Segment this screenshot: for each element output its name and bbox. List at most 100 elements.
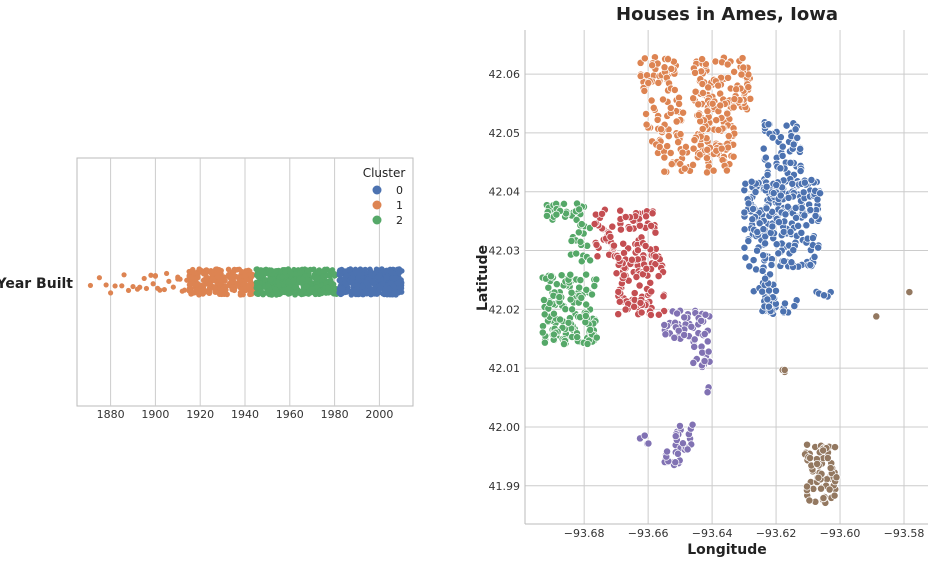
strip-point	[390, 283, 397, 289]
house-point	[764, 161, 773, 170]
strip-point	[254, 269, 261, 276]
house-point	[732, 85, 741, 94]
house-point	[560, 340, 568, 348]
house-point	[722, 166, 731, 175]
strip-point	[324, 284, 331, 291]
house-point	[540, 310, 549, 319]
house-point	[762, 182, 771, 191]
house-point	[740, 225, 749, 234]
house-point	[577, 257, 586, 266]
house-point	[789, 140, 798, 149]
house-point	[802, 221, 811, 230]
house-point	[648, 209, 657, 218]
chart-title: Houses in Ames, Iowa	[616, 4, 838, 25]
house-point	[791, 125, 800, 134]
house-point	[674, 138, 683, 147]
house-point	[661, 330, 670, 339]
strip-point	[203, 277, 209, 284]
strip-point	[345, 288, 352, 294]
strip-point	[218, 280, 224, 287]
strip-point	[157, 287, 163, 293]
strip-point	[225, 271, 232, 278]
strip-point	[143, 285, 150, 292]
strip-point	[380, 280, 386, 287]
house-point	[741, 253, 750, 262]
house-point	[633, 246, 642, 255]
year-built-strip-plot: 1880 1900 1920 1940 1960 1980 2000 Year Built …	[0, 157, 414, 421]
house-point	[808, 234, 817, 243]
house-point	[763, 170, 772, 179]
house-point	[724, 132, 733, 140]
house-point	[765, 286, 774, 295]
house-point	[547, 272, 555, 281]
house-point	[649, 103, 658, 112]
strip-point	[228, 280, 234, 286]
house-point	[660, 167, 669, 176]
strip-point	[343, 272, 350, 279]
house-point	[555, 293, 564, 302]
strip-point	[237, 289, 244, 296]
house-point	[659, 95, 667, 104]
house-point	[598, 209, 606, 218]
house-point	[540, 338, 549, 347]
house-point	[572, 215, 581, 224]
strip-point	[356, 277, 362, 284]
house-point	[700, 357, 709, 366]
strip-point	[267, 276, 274, 283]
house-point	[763, 295, 772, 304]
strip-point	[148, 272, 154, 278]
strip-point	[286, 290, 293, 297]
house-point	[723, 109, 732, 118]
house-point	[672, 117, 681, 126]
strip-point	[262, 277, 268, 283]
house-point	[566, 295, 575, 304]
house-point	[577, 220, 586, 229]
strip-point	[206, 288, 213, 294]
house-point	[905, 288, 914, 297]
strip-point	[272, 286, 279, 293]
strip-point	[396, 269, 403, 276]
house-point	[753, 246, 761, 255]
strip-point	[299, 276, 306, 283]
strip-x-tick: 1920	[186, 408, 214, 421]
house-point	[766, 270, 774, 279]
strip-point	[242, 273, 248, 280]
house-point	[549, 309, 558, 318]
house-point	[660, 153, 669, 162]
house-point	[644, 79, 653, 87]
house-point	[786, 158, 795, 167]
strip-point	[194, 281, 201, 287]
house-point	[788, 179, 797, 188]
house-point	[567, 236, 576, 245]
house-point	[572, 249, 581, 258]
strip-point	[232, 273, 239, 280]
strip-point	[354, 282, 361, 289]
house-point	[767, 261, 776, 269]
house-point	[752, 265, 761, 274]
strip-point	[290, 277, 297, 284]
house-point	[768, 222, 777, 231]
house-point	[789, 246, 798, 255]
house-point	[680, 313, 689, 322]
house-point	[588, 290, 596, 299]
house-point	[647, 96, 656, 105]
house-point	[761, 239, 770, 248]
house-point	[671, 458, 680, 467]
house-point	[703, 337, 712, 346]
house-point	[800, 211, 809, 220]
house-point	[764, 302, 773, 311]
scatter-y-tick: 42.05	[489, 127, 521, 140]
house-point	[786, 227, 795, 236]
strip-point	[112, 283, 118, 289]
house-point	[746, 94, 755, 103]
strip-point	[103, 282, 109, 288]
strip-point	[108, 290, 114, 296]
house-point	[793, 133, 802, 142]
house-point	[796, 167, 805, 175]
house-point	[813, 459, 822, 468]
house-point	[640, 86, 649, 95]
house-point	[703, 145, 712, 154]
strip-points	[87, 266, 405, 298]
house-point	[673, 449, 682, 458]
strip-point	[376, 271, 383, 278]
